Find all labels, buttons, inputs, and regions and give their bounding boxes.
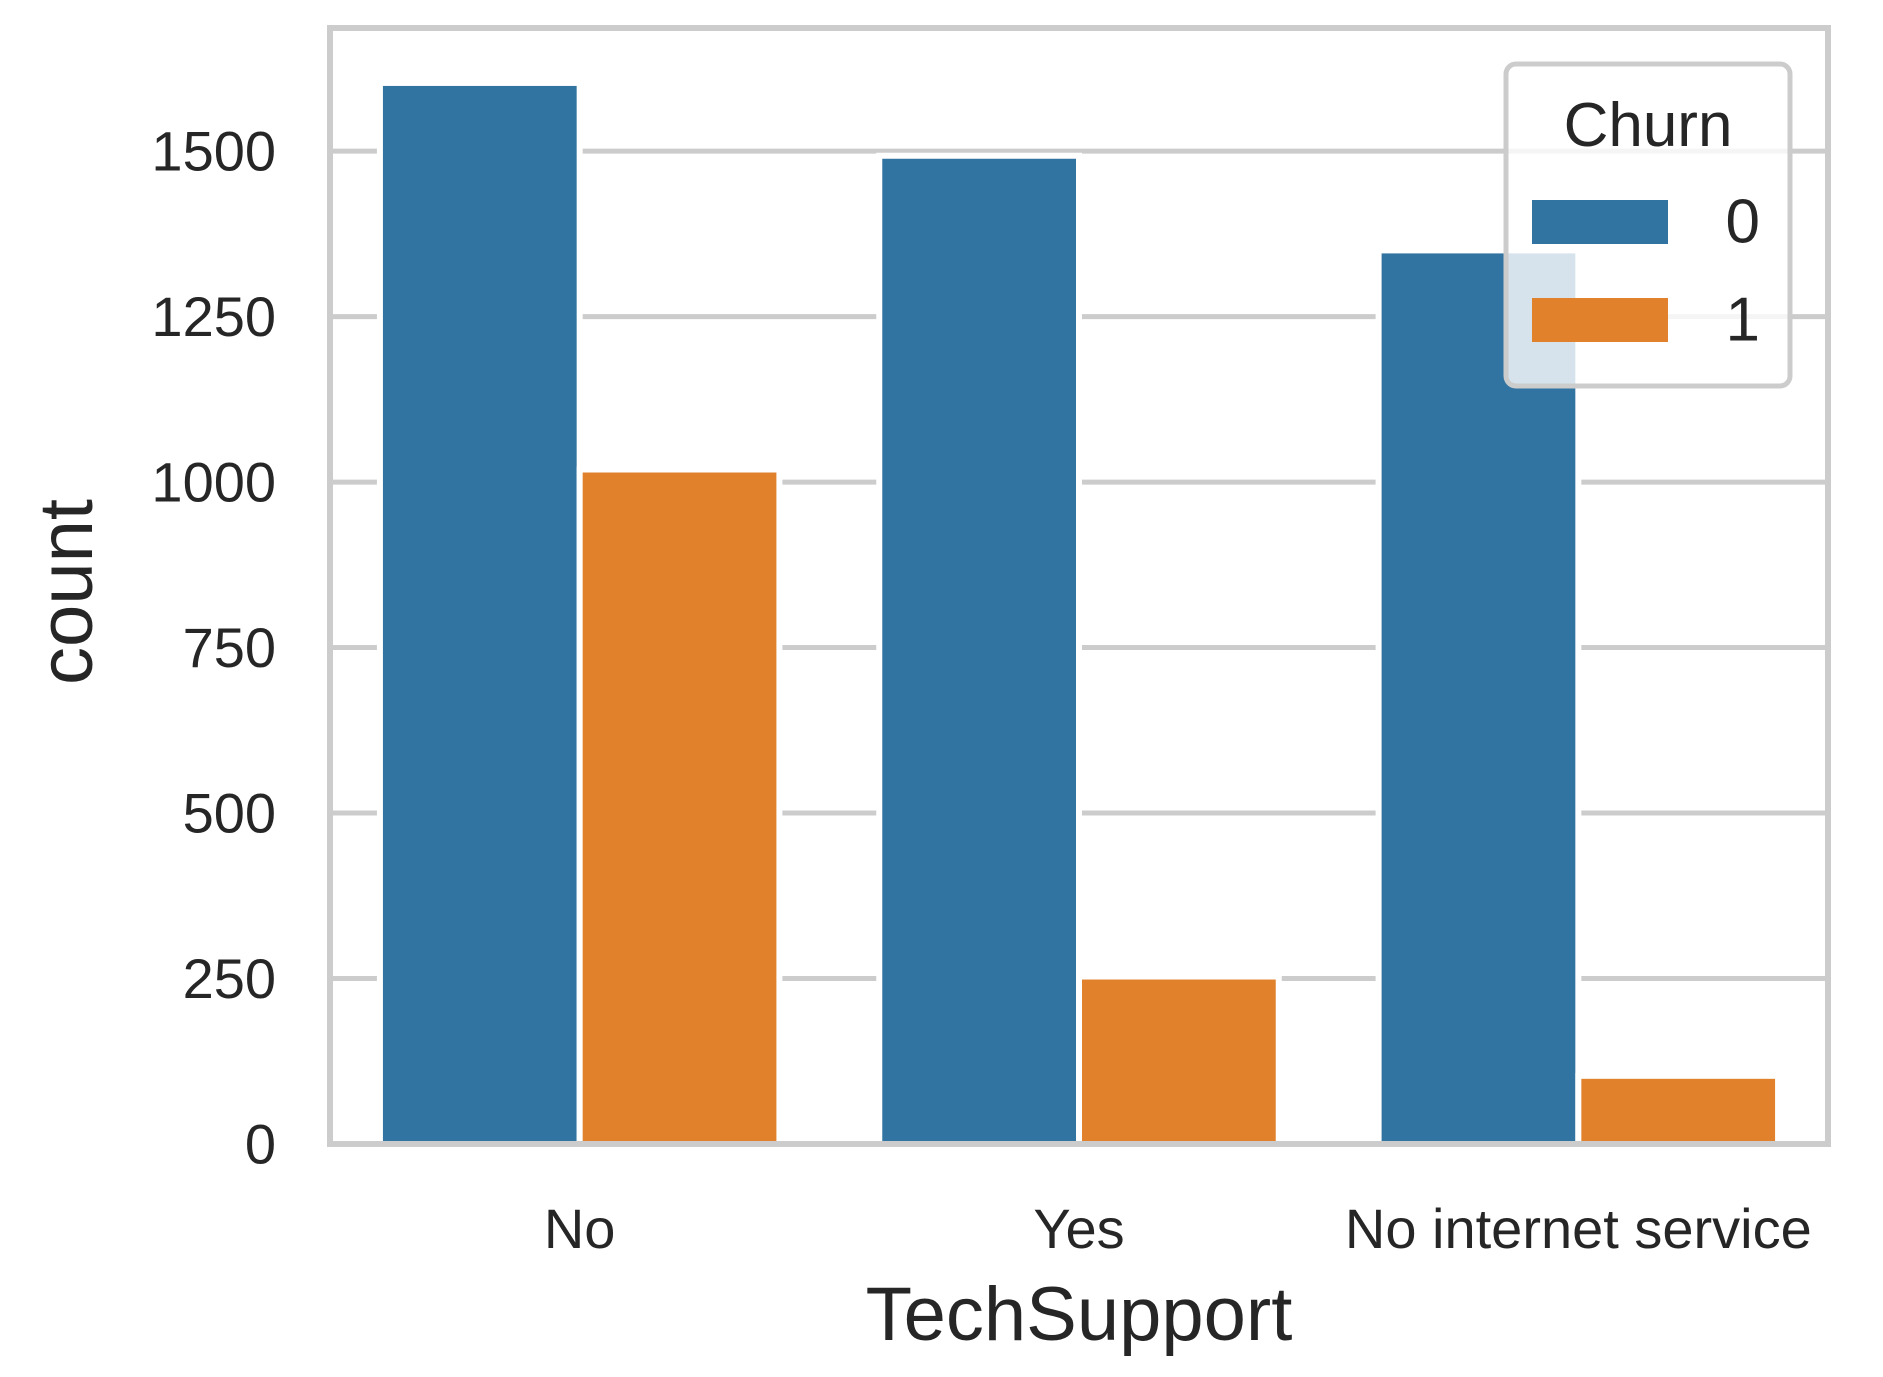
x-tick-labels: No Yes No internet service [544, 1197, 1812, 1260]
y-tick-label-1000: 1000 [151, 451, 276, 514]
legend-swatch-0 [1532, 200, 1668, 244]
bar-yes-series-1 [1076, 973, 1282, 1147]
y-tick-label-1250: 1250 [151, 285, 276, 348]
x-axis-label: TechSupport [866, 1272, 1293, 1357]
x-tick-label-no-internet-service: No internet service [1345, 1197, 1812, 1260]
bar-no-internet-service-series-1 [1575, 1072, 1782, 1147]
legend-swatch-1 [1532, 298, 1668, 342]
bar-no-internet-service-series-0 [1375, 247, 1582, 1147]
y-tick-label-750: 750 [183, 616, 276, 679]
plot-frame [327, 25, 1831, 1147]
legend-title: Churn [1564, 91, 1733, 160]
x-tick-label-no: No [544, 1197, 616, 1260]
legend-label-1: 1 [1726, 286, 1760, 355]
bar-no-series-1 [576, 466, 783, 1147]
bar-no-series-0 [376, 79, 583, 1148]
x-tick-label-yes: Yes [1033, 1197, 1124, 1260]
y-tick-labels: 0 250 500 750 1000 1250 1500 [151, 120, 276, 1176]
y-tick-label-500: 500 [183, 782, 276, 845]
legend: Churn 0 1 [1503, 61, 1793, 389]
bar-yes-series-0 [876, 152, 1082, 1147]
y-tick-label-250: 250 [183, 947, 276, 1010]
y-tick-label-0: 0 [245, 1113, 276, 1176]
y-axis-label: count [24, 499, 109, 685]
legend-label-0: 0 [1726, 188, 1760, 257]
y-tick-label-1500: 1500 [151, 120, 276, 183]
